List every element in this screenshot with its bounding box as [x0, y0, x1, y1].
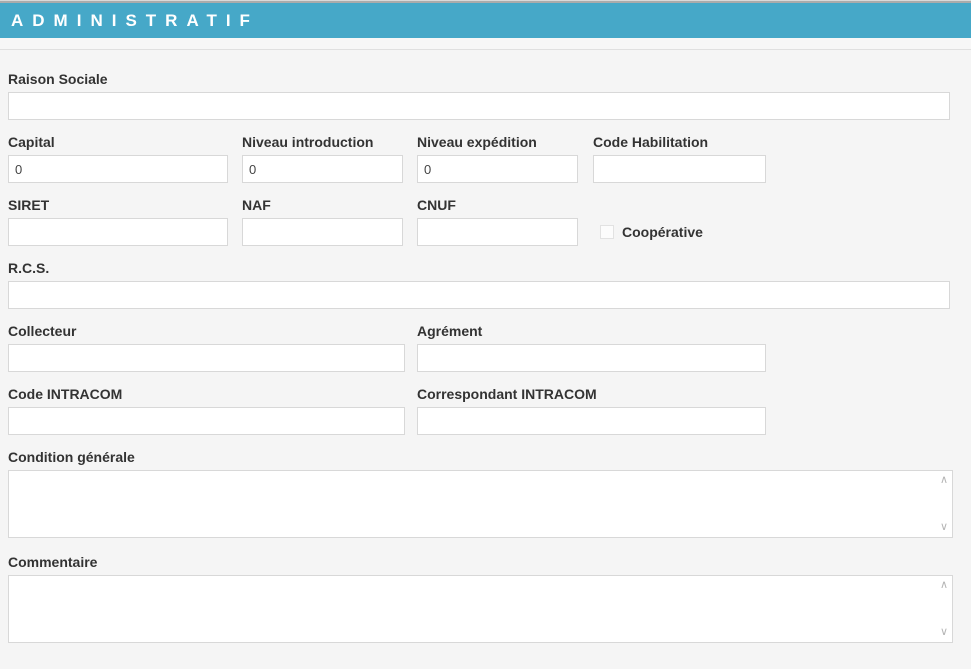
collecteur-input[interactable] — [8, 344, 405, 372]
administratif-form: Raison Sociale Capital Niveau introducti… — [0, 50, 971, 643]
section-header: ADMINISTRATIF — [0, 3, 971, 38]
scrollbar-down-icon[interactable]: ∨ — [939, 626, 948, 638]
naf-label: NAF — [242, 197, 271, 213]
siret-input[interactable] — [8, 218, 228, 246]
capital-input[interactable] — [8, 155, 228, 183]
field-condition-generale: Condition générale ∧ ∨ — [8, 450, 953, 538]
field-commentaire: Commentaire ∧ ∨ — [8, 555, 953, 643]
field-rcs: R.C.S. — [8, 261, 950, 309]
agrement-input[interactable] — [417, 344, 766, 372]
field-cnuf: CNUF — [417, 198, 578, 246]
header-separator — [0, 38, 971, 50]
field-agrement: Agrément — [417, 324, 766, 372]
field-code-intracom: Code INTRACOM — [8, 387, 405, 435]
scrollbar-down-icon[interactable]: ∨ — [939, 521, 948, 533]
field-capital: Capital — [8, 135, 228, 183]
capital-label: Capital — [8, 134, 55, 150]
field-niveau-expedition: Niveau expédition — [417, 135, 578, 183]
field-collecteur: Collecteur — [8, 324, 405, 372]
condition-generale-textarea-box: ∧ ∨ — [8, 470, 953, 538]
niveau-expedition-label: Niveau expédition — [417, 134, 537, 150]
field-code-habilitation: Code Habilitation — [593, 135, 766, 183]
code-habilitation-label: Code Habilitation — [593, 134, 709, 150]
field-correspondant-intracom: Correspondant INTRACOM — [417, 387, 766, 435]
cooperative-checkbox[interactable] — [600, 225, 614, 239]
code-intracom-label: Code INTRACOM — [8, 386, 123, 402]
code-habilitation-input[interactable] — [593, 155, 766, 183]
condition-generale-input[interactable] — [9, 471, 952, 537]
top-border — [0, 0, 971, 3]
code-intracom-input[interactable] — [8, 407, 405, 435]
field-raison-sociale: Raison Sociale — [8, 72, 950, 120]
scrollbar-up-icon[interactable]: ∧ — [939, 474, 948, 486]
agrement-label: Agrément — [417, 323, 483, 339]
raison-sociale-label: Raison Sociale — [8, 71, 108, 87]
rcs-input[interactable] — [8, 281, 950, 309]
siret-label: SIRET — [8, 197, 50, 213]
correspondant-intracom-input[interactable] — [417, 407, 766, 435]
naf-input[interactable] — [242, 218, 403, 246]
rcs-label: R.C.S. — [8, 260, 50, 276]
field-niveau-introduction: Niveau introduction — [242, 135, 403, 183]
niveau-expedition-input[interactable] — [417, 155, 578, 183]
cnuf-input[interactable] — [417, 218, 578, 246]
niveau-introduction-input[interactable] — [242, 155, 403, 183]
commentaire-textarea-box: ∧ ∨ — [8, 575, 953, 643]
commentaire-input[interactable] — [9, 576, 952, 642]
scrollbar-up-icon[interactable]: ∧ — [939, 579, 948, 591]
condition-generale-label: Condition générale — [8, 449, 135, 465]
niveau-introduction-label: Niveau introduction — [242, 134, 374, 150]
field-siret: SIRET — [8, 198, 228, 246]
correspondant-intracom-label: Correspondant INTRACOM — [417, 386, 597, 402]
field-cooperative: Coopérative — [593, 198, 766, 246]
commentaire-label: Commentaire — [8, 554, 98, 570]
cnuf-label: CNUF — [417, 197, 456, 213]
collecteur-label: Collecteur — [8, 323, 77, 339]
cooperative-label: Coopérative — [622, 224, 703, 240]
section-title: ADMINISTRATIF — [11, 10, 259, 30]
raison-sociale-input[interactable] — [8, 92, 950, 120]
field-naf: NAF — [242, 198, 403, 246]
